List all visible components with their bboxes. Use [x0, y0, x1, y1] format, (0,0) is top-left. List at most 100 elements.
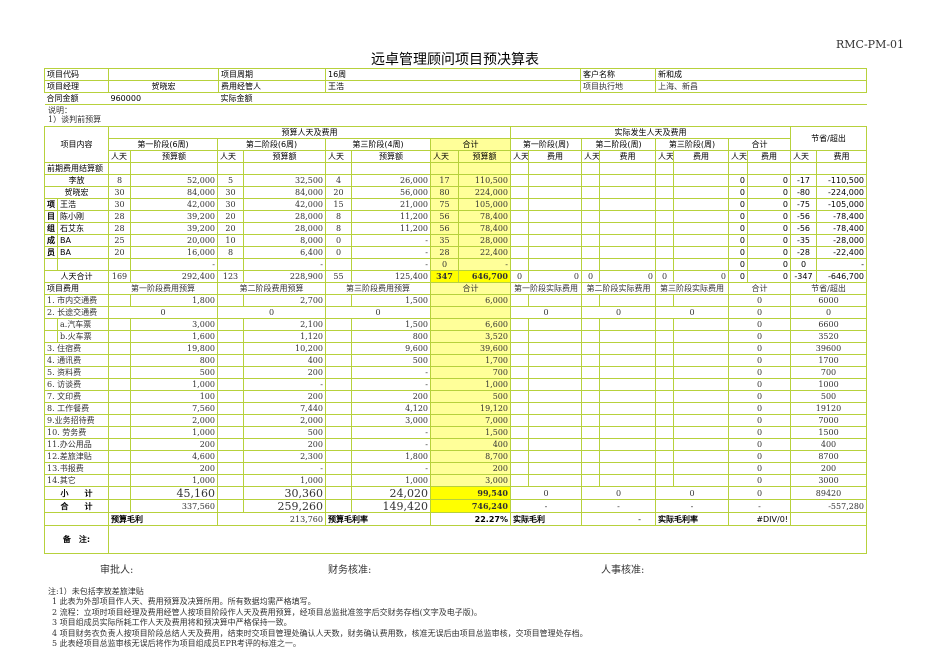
days-cell[interactable] [108, 426, 131, 439]
actual-value[interactable] [673, 438, 729, 451]
budget-value[interactable]: 1,000 [130, 474, 218, 487]
value-cell[interactable]: 0 [747, 258, 791, 271]
actual-value[interactable] [528, 426, 582, 439]
value-cell[interactable]: 42,000 [243, 198, 326, 211]
value-cell[interactable]: 4 [325, 174, 352, 187]
value-cell[interactable] [655, 258, 674, 271]
budget-value[interactable]: 1,000 [130, 378, 218, 391]
value-cell[interactable] [673, 246, 729, 259]
actual-value[interactable] [673, 342, 729, 355]
value-cell[interactable] [599, 186, 656, 199]
budget-value[interactable]: 0 [217, 306, 326, 319]
days-cell[interactable] [217, 366, 244, 379]
actual-value[interactable] [599, 462, 656, 475]
days-cell[interactable] [325, 294, 352, 307]
value-cell[interactable]: 52,000 [130, 174, 218, 187]
value-cell[interactable] [510, 246, 529, 259]
days-cell[interactable] [655, 330, 674, 343]
actual-value[interactable] [599, 294, 656, 307]
days-cell[interactable] [217, 486, 244, 500]
days-cell[interactable] [510, 294, 529, 307]
budget-value[interactable]: 1,800 [351, 450, 431, 463]
value-cell[interactable]: 17 [430, 174, 459, 187]
budget-value[interactable]: 200 [243, 366, 326, 379]
budget-value[interactable]: 1,500 [351, 294, 431, 307]
value-cell[interactable]: 20 [217, 222, 244, 235]
value-cell[interactable]: 20 [217, 210, 244, 223]
remarks-field[interactable] [107, 525, 868, 554]
days-cell[interactable] [217, 378, 244, 391]
actual-value[interactable] [528, 402, 582, 415]
days-cell[interactable] [325, 438, 352, 451]
actual-value[interactable] [673, 378, 729, 391]
actual-value[interactable] [528, 366, 582, 379]
budget-value[interactable]: - [243, 462, 326, 475]
value-cell[interactable] [655, 222, 674, 235]
budget-value[interactable]: 1,800 [130, 294, 218, 307]
value-cell[interactable] [599, 258, 656, 271]
value-cell[interactable] [599, 246, 656, 259]
value-cell[interactable]: 10 [217, 234, 244, 247]
value-cell[interactable]: 20 [325, 186, 352, 199]
value-cell[interactable]: -56 [790, 210, 817, 223]
value-cell[interactable]: -75 [790, 198, 817, 211]
value-cell[interactable] [510, 186, 529, 199]
budget-value[interactable]: 200 [243, 390, 326, 403]
actual-value[interactable] [599, 390, 656, 403]
value-cell[interactable]: 30 [108, 186, 131, 199]
value-cell[interactable] [325, 258, 352, 271]
days-cell[interactable] [510, 450, 529, 463]
location-field[interactable]: 上海、新昌 [655, 80, 867, 93]
actual-amount-field[interactable] [325, 92, 867, 105]
value-cell[interactable]: 28,000 [458, 234, 511, 247]
actual-value[interactable]: - [510, 499, 582, 513]
days-cell[interactable] [581, 390, 600, 403]
value-cell[interactable]: 125,400 [351, 270, 431, 283]
budget-value[interactable]: 19,800 [130, 342, 218, 355]
budget-value[interactable]: - [243, 378, 326, 391]
actual-value[interactable]: - [581, 499, 656, 513]
value-cell[interactable]: 22,400 [458, 246, 511, 259]
value-cell[interactable]: 646,700 [458, 270, 511, 283]
days-cell[interactable] [581, 378, 600, 391]
value-cell[interactable]: 8 [217, 246, 244, 259]
days-cell[interactable] [325, 354, 352, 367]
value-cell[interactable]: 80 [430, 186, 459, 199]
budget-value[interactable]: 7,560 [130, 402, 218, 415]
days-cell[interactable] [325, 426, 352, 439]
actual-value[interactable] [673, 294, 729, 307]
value-cell[interactable]: 110,500 [458, 174, 511, 187]
budget-value[interactable]: 1,500 [351, 318, 431, 331]
value-cell[interactable]: 0 [728, 234, 748, 247]
actual-value[interactable]: - [655, 499, 729, 513]
actual-value[interactable] [599, 438, 656, 451]
value-cell[interactable]: 0 [728, 198, 748, 211]
budget-value[interactable]: 4,600 [130, 450, 218, 463]
budget-value[interactable]: 3,000 [130, 318, 218, 331]
actual-value[interactable] [673, 414, 729, 427]
days-cell[interactable] [581, 354, 600, 367]
budget-value[interactable]: 2,000 [243, 414, 326, 427]
days-cell[interactable] [325, 486, 352, 500]
value-cell[interactable]: 0 [747, 198, 791, 211]
days-cell[interactable] [510, 426, 529, 439]
days-cell[interactable] [217, 438, 244, 451]
actual-value[interactable] [673, 426, 729, 439]
value-cell[interactable]: 0 [728, 174, 748, 187]
value-cell[interactable] [528, 246, 582, 259]
budget-value[interactable]: 800 [351, 330, 431, 343]
budget-value[interactable]: 3,000 [351, 414, 431, 427]
budget-value[interactable]: 2,000 [130, 414, 218, 427]
budget-value[interactable]: 7,440 [243, 402, 326, 415]
days-cell[interactable] [581, 474, 600, 487]
days-cell[interactable] [108, 438, 131, 451]
value-cell[interactable] [510, 234, 529, 247]
value-cell[interactable] [673, 198, 729, 211]
days-cell[interactable] [581, 366, 600, 379]
value-cell[interactable]: - [243, 258, 326, 271]
value-cell[interactable]: 32,500 [243, 174, 326, 187]
days-cell[interactable] [325, 462, 352, 475]
value-cell[interactable] [217, 258, 244, 271]
days-cell[interactable] [655, 438, 674, 451]
actual-value[interactable] [673, 354, 729, 367]
